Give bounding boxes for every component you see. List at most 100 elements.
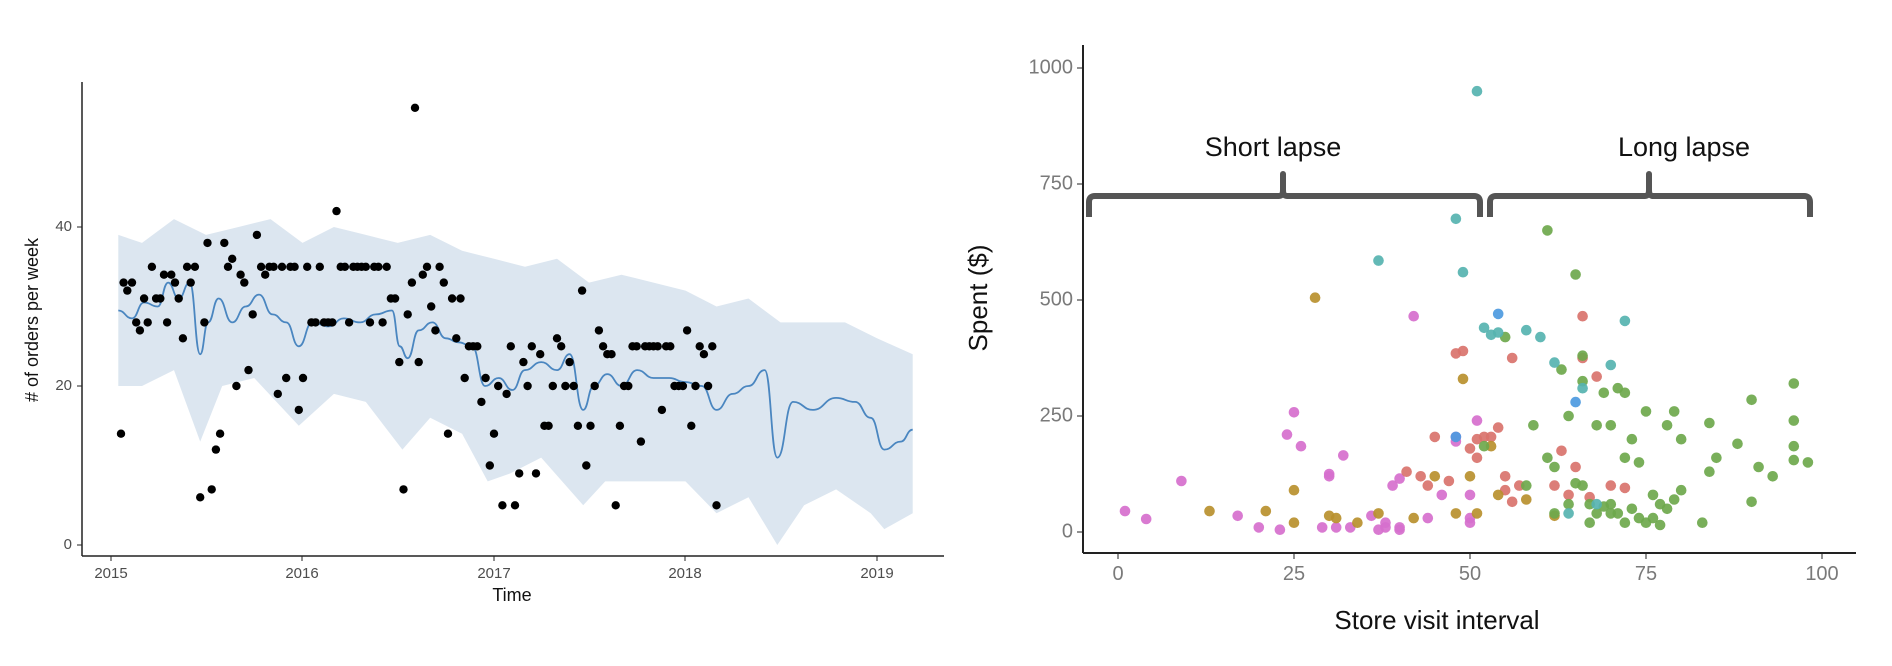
spending-point-magenta <box>1295 440 1307 452</box>
order-point <box>127 278 137 287</box>
order-point <box>340 262 350 271</box>
spending-point-olive <box>1373 508 1384 519</box>
spending-point-green <box>1711 452 1722 464</box>
y-ticks: 0 250 500 750 1000 <box>1029 56 1083 542</box>
long-lapse-label: Long lapse <box>1618 132 1750 162</box>
order-point <box>378 318 387 327</box>
x-tick-label: 2015 <box>94 565 127 582</box>
x-tick-label: 100 <box>1805 563 1838 585</box>
order-point <box>132 318 141 327</box>
order-point <box>598 342 608 351</box>
spending-point-olive <box>1457 373 1469 385</box>
x-tick-label: 2016 <box>285 565 318 582</box>
spending-point-green <box>1661 503 1673 515</box>
spending-point-teal <box>1549 357 1560 368</box>
spending-point-green <box>1549 508 1560 519</box>
spending-point-green <box>1704 417 1715 429</box>
order-point <box>523 381 532 391</box>
order-point <box>481 373 490 383</box>
spending-point-green <box>1619 517 1631 528</box>
spending-point-red <box>1506 496 1518 508</box>
order-point <box>382 262 391 271</box>
y-tick-label: 0 <box>1062 520 1073 542</box>
order-point <box>427 302 436 311</box>
order-point <box>561 381 570 391</box>
spending-point-green <box>1528 420 1539 431</box>
spending-point-green <box>1746 496 1757 508</box>
spending-point-red <box>1422 480 1434 491</box>
order-point <box>611 501 620 510</box>
spending-point-green <box>1788 454 1800 466</box>
spending-point-green <box>1767 471 1778 482</box>
order-point <box>708 342 717 351</box>
order-point <box>657 405 667 415</box>
spending-point-olive <box>1288 484 1300 496</box>
spending-point-teal <box>1457 266 1469 278</box>
y-ticks: 0 20 40 <box>55 218 82 553</box>
order-point <box>552 334 562 343</box>
y-tick-label: 20 <box>55 377 72 394</box>
long-lapse-brace <box>1487 171 1813 217</box>
order-point <box>277 262 287 271</box>
spending-point-magenta <box>1176 475 1187 487</box>
spending-point-red <box>1457 345 1469 357</box>
x-tick-label: 0 <box>1112 563 1123 585</box>
spending-point-green <box>1675 433 1687 445</box>
order-point <box>256 262 266 271</box>
confidence-band <box>118 219 913 545</box>
spending-point-olive <box>1471 508 1483 519</box>
order-point <box>699 350 709 359</box>
short-lapse-label: Short lapse <box>1205 132 1342 162</box>
spending-point-green <box>1605 498 1617 510</box>
order-point <box>473 342 482 351</box>
spending-point-red <box>1464 443 1476 454</box>
order-point <box>269 262 278 271</box>
order-point <box>515 469 524 478</box>
spending-point-green <box>1619 452 1631 464</box>
x-ticks: 2015 2016 2017 2018 2019 <box>94 556 894 582</box>
order-point <box>223 262 233 271</box>
spending-point-green <box>1668 494 1680 505</box>
order-point <box>712 501 721 510</box>
order-point <box>200 318 209 327</box>
spending-point-magenta <box>1330 522 1342 533</box>
order-point <box>456 294 465 303</box>
short-lapse-bracket: Short lapse <box>1086 132 1483 217</box>
spending-point-green <box>1661 420 1673 431</box>
order-point <box>344 318 354 327</box>
order-point <box>147 262 157 271</box>
spending-point-green <box>1556 364 1567 375</box>
spending-point-green <box>1626 433 1638 445</box>
spending-point-green <box>1542 452 1553 464</box>
order-point <box>498 501 507 510</box>
spending-point-magenta <box>1288 407 1300 418</box>
spending-point-green <box>1591 508 1602 519</box>
spending-point-olive <box>1288 517 1300 528</box>
x-tick-label: 2018 <box>668 565 701 582</box>
order-point <box>485 461 494 470</box>
spending-point-green <box>1788 440 1800 452</box>
spending-point-magenta <box>1140 513 1152 525</box>
order-point <box>682 326 692 335</box>
order-point <box>422 262 432 271</box>
spending-point-green <box>1542 225 1553 236</box>
order-point <box>594 326 604 335</box>
order-point <box>167 270 176 279</box>
order-point <box>174 294 183 303</box>
spending-point-green <box>1640 406 1652 417</box>
order-point <box>135 326 145 335</box>
spending-point-olive <box>1309 292 1321 304</box>
spending-point-teal <box>1471 85 1483 97</box>
order-point <box>186 278 195 287</box>
order-point <box>414 357 423 367</box>
order-point <box>311 318 320 327</box>
order-point <box>178 334 188 343</box>
order-point <box>139 294 149 303</box>
x-ticks: 0 25 50 75 100 <box>1112 553 1839 585</box>
spending-point-green <box>1521 480 1532 491</box>
x-tick-label: 2019 <box>860 565 893 582</box>
order-point <box>203 238 212 248</box>
spending-point-green <box>1704 466 1715 478</box>
spending-point-olive <box>1521 494 1532 505</box>
spending-point-magenta <box>1316 522 1328 533</box>
